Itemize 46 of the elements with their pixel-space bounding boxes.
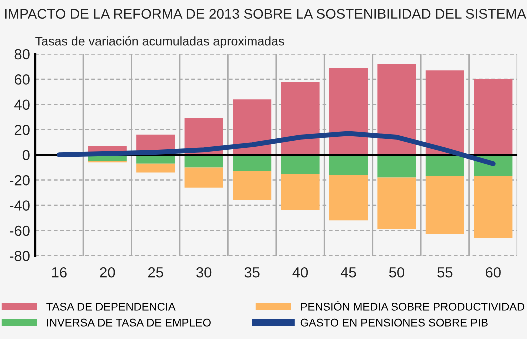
line-series bbox=[56, 131, 496, 166]
bar bbox=[426, 176, 464, 235]
legend-label: GASTO EN PENSIONES SOBRE PIB bbox=[300, 318, 488, 327]
bar bbox=[378, 155, 416, 178]
chart-subtitle: Tasas de variación acumuladas aproximadas bbox=[36, 36, 284, 48]
y-tick-label: -40 bbox=[10, 200, 30, 211]
x-tick-label: 25 bbox=[148, 267, 164, 278]
x-tick-label: 40 bbox=[292, 267, 308, 278]
x-tick-label: 30 bbox=[196, 267, 212, 278]
y-tick-label: -60 bbox=[10, 226, 30, 236]
y-tick-label: 80 bbox=[14, 49, 30, 60]
legend-label: TASA DE DEPENDENCIA bbox=[46, 303, 176, 311]
bar bbox=[329, 155, 368, 176]
bar bbox=[281, 82, 320, 156]
legend-label: INVERSA DE TASA DE EMPLEO bbox=[47, 318, 211, 327]
legend-label: PENSIÓN MEDIA SOBRE PRODUCTIVIDAD bbox=[301, 301, 525, 311]
y-tick-label: -20 bbox=[10, 175, 30, 186]
bar bbox=[426, 155, 464, 177]
bar bbox=[233, 171, 272, 200]
x-tick-label: 55 bbox=[438, 268, 453, 278]
y-tick-label: -80 bbox=[10, 251, 30, 262]
bar bbox=[233, 155, 272, 172]
bar bbox=[474, 79, 513, 156]
bar bbox=[136, 164, 176, 173]
x-tick-label: 60 bbox=[486, 267, 501, 278]
x-tick-label: 20 bbox=[100, 267, 116, 278]
y-tick-label: 40 bbox=[14, 100, 30, 110]
bar bbox=[378, 178, 416, 230]
bar bbox=[184, 155, 224, 168]
bar bbox=[378, 64, 416, 156]
x-tick-label: 50 bbox=[389, 267, 405, 278]
bar bbox=[426, 70, 464, 156]
chart-title: IMPACTO DE LA REFORMA DE 2013 SOBRE LA SOSTENIBILIDAD DEL SISTEMA bbox=[6, 9, 526, 19]
bar bbox=[136, 155, 176, 164]
y-tick-label: 60 bbox=[14, 74, 30, 85]
x-tick-label: 35 bbox=[244, 267, 260, 278]
bar bbox=[184, 168, 224, 188]
bar bbox=[329, 175, 368, 221]
bar bbox=[281, 174, 320, 211]
bar bbox=[474, 176, 513, 238]
bar bbox=[281, 155, 320, 174]
x-tick-label: 45 bbox=[340, 268, 356, 278]
y-tick-label: 0 bbox=[22, 150, 30, 161]
y-tick-label: 20 bbox=[14, 124, 30, 136]
bar bbox=[329, 68, 368, 156]
x-tick-label: 16 bbox=[52, 267, 67, 278]
